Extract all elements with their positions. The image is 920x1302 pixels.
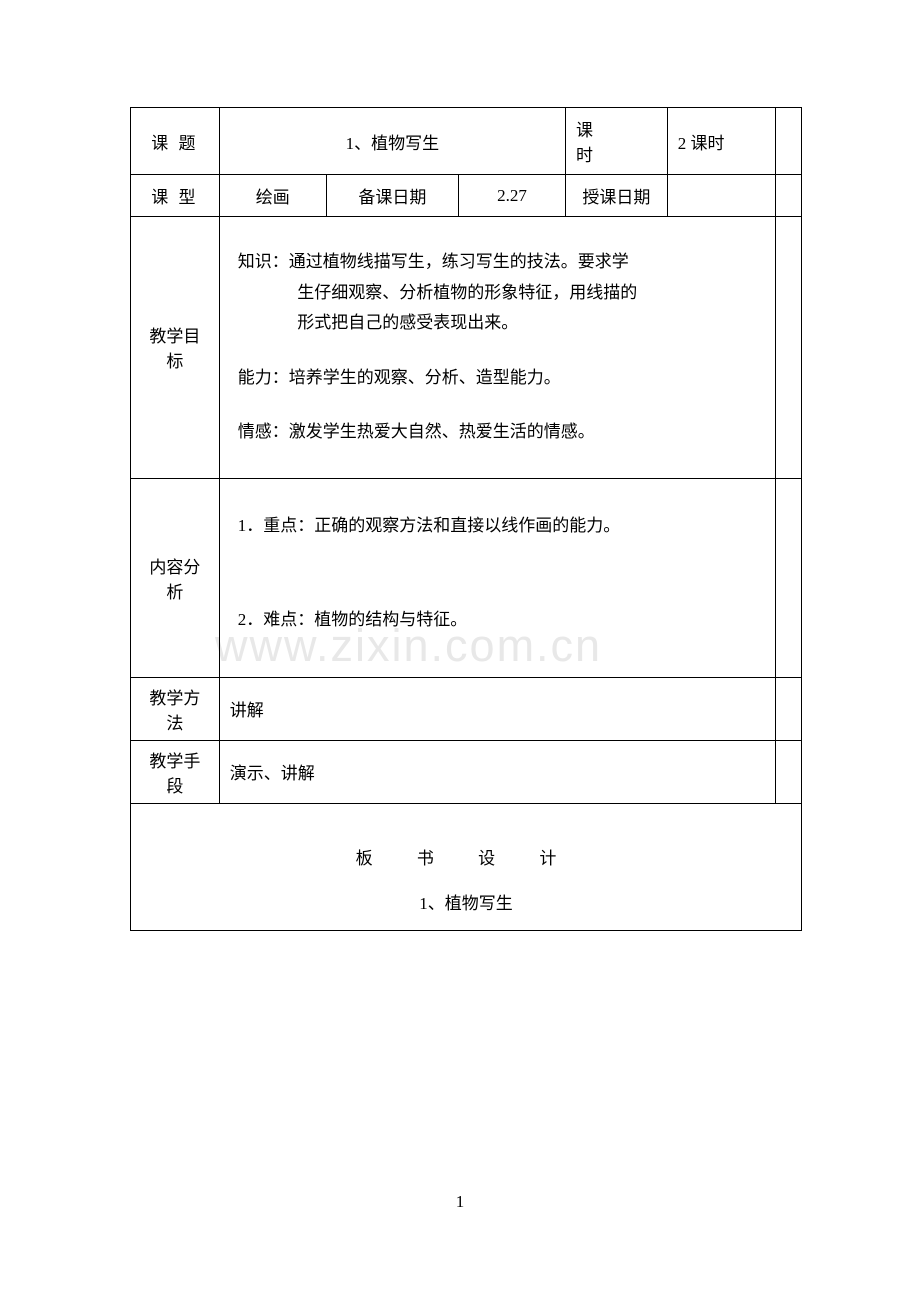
- method-label: 教学方 法: [131, 677, 220, 740]
- teach-date-value: [667, 175, 775, 217]
- table-row-means: 教学手 段 演示、讲解: [131, 740, 802, 803]
- means-label: 教学手 段: [131, 740, 220, 803]
- board-design-cell: 板 书 设 计 1、植物写生: [131, 803, 802, 930]
- topic-value: 1、植物写生: [219, 108, 565, 175]
- analysis-label: 内容分 析: [131, 478, 220, 677]
- means-value: 演示、讲解: [219, 740, 775, 803]
- analysis-content: 1．重点：正确的观察方法和直接以线作画的能力。 2．难点：植物的结构与特征。: [219, 478, 775, 677]
- knowledge-line3: 形式把自己的感受表现出来。: [238, 308, 757, 339]
- document-table-container: 课 题 1、植物写生 课 时 2 课时 课 型 绘画 备课日期 2.27 授课日…: [130, 107, 802, 931]
- analysis-point1: 1．重点：正确的观察方法和直接以线作画的能力。: [238, 509, 757, 543]
- class-type-label: 课 型: [131, 175, 220, 217]
- extra-col: [775, 108, 801, 175]
- prep-date-value: 2.27: [459, 175, 566, 217]
- table-row-title: 课 题 1、植物写生 课 时 2 课时: [131, 108, 802, 175]
- table-row-goals: 教学目 标 知识：通过植物线描写生，练习写生的技法。要求学 生仔细观察、分析植物…: [131, 217, 802, 479]
- knowledge-prefix: 知识：: [238, 252, 289, 271]
- topic-label: 课 题: [131, 108, 220, 175]
- goals-label: 教学目 标: [131, 217, 220, 479]
- method-extra-col: [775, 677, 801, 740]
- analysis-spacer: [238, 543, 757, 603]
- knowledge-line1: 通过植物线描写生，练习写生的技法。要求学: [289, 252, 629, 271]
- board-subtitle: 1、植物写生: [141, 889, 791, 914]
- analysis-point2: 2．难点：植物的结构与特征。: [238, 603, 757, 637]
- lesson-plan-table: 课 题 1、植物写生 课 时 2 课时 课 型 绘画 备课日期 2.27 授课日…: [130, 107, 802, 931]
- goal-emotion: 情感：激发学生热爱大自然、热爱生活的情感。: [238, 417, 757, 448]
- prep-date-label: 备课日期: [326, 175, 458, 217]
- table-row-board: 板 书 设 计 1、植物写生: [131, 803, 802, 930]
- hours-value: 2 课时: [667, 108, 775, 175]
- goals-content: 知识：通过植物线描写生，练习写生的技法。要求学 生仔细观察、分析植物的形象特征，…: [219, 217, 775, 479]
- method-value: 讲解: [219, 677, 775, 740]
- page-number: 1: [0, 1192, 920, 1212]
- teach-date-label: 授课日期: [566, 175, 668, 217]
- goals-extra-col: [775, 217, 801, 479]
- hours-label: 课 时: [566, 108, 668, 175]
- board-title: 板 书 设 计: [141, 844, 791, 869]
- class-type-value: 绘画: [219, 175, 326, 217]
- table-row-analysis: 内容分 析 1．重点：正确的观察方法和直接以线作画的能力。 2．难点：植物的结构…: [131, 478, 802, 677]
- extra-col-2: [775, 175, 801, 217]
- knowledge-line2: 生仔细观察、分析植物的形象特征，用线描的: [238, 278, 757, 309]
- goal-knowledge: 知识：通过植物线描写生，练习写生的技法。要求学 生仔细观察、分析植物的形象特征，…: [238, 247, 757, 339]
- table-row-method: 教学方 法 讲解: [131, 677, 802, 740]
- goal-ability: 能力：培养学生的观察、分析、造型能力。: [238, 363, 757, 394]
- table-row-type: 课 型 绘画 备课日期 2.27 授课日期: [131, 175, 802, 217]
- means-extra-col: [775, 740, 801, 803]
- analysis-extra-col: [775, 478, 801, 677]
